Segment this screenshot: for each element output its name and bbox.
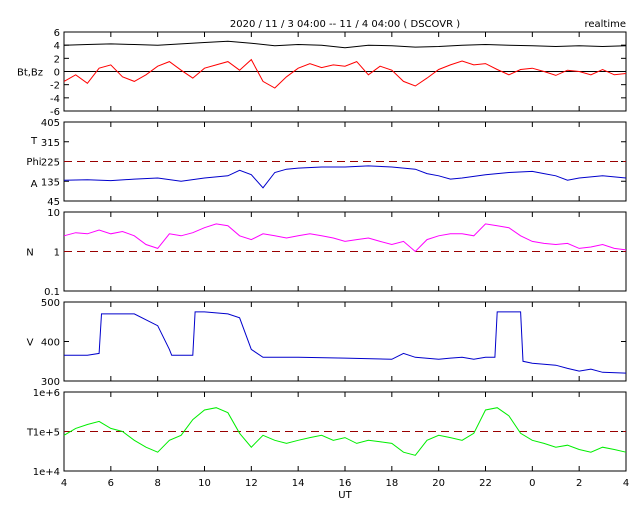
realtime-label: realtime xyxy=(584,19,626,30)
panel-field-angle: 405 315 225 135 45 T Phi A xyxy=(26,118,627,208)
y-tick-label: -4 xyxy=(50,94,60,105)
y-tick-label: 0.1 xyxy=(44,287,60,298)
x-tick-label: 20 xyxy=(432,478,445,489)
y-tick-label: 225 xyxy=(41,158,60,169)
y-axis-label: T xyxy=(26,428,34,439)
y-tick-label: 4 xyxy=(54,41,60,52)
y-tick-label: 500 xyxy=(41,298,60,309)
x-tick-label: 18 xyxy=(385,478,398,489)
x-axis-label: UT xyxy=(338,490,352,501)
y-tick-label: -6 xyxy=(50,107,60,118)
y-tick-label: 300 xyxy=(41,377,60,388)
series-line xyxy=(63,165,627,189)
x-tick-label: 4 xyxy=(61,478,67,489)
y-tick-label: 1e+6 xyxy=(33,388,60,399)
y-tick-label: 405 xyxy=(41,118,60,129)
y-tick-label: 315 xyxy=(41,138,60,149)
series-line xyxy=(63,40,627,49)
y-axis-label: T xyxy=(30,136,38,147)
x-tick-label: 4 xyxy=(623,478,629,489)
panel-magnetic-field: 6 4 2 0 -2 -4 -6 Bt,Bz xyxy=(17,28,627,118)
y-tick-label: 2 xyxy=(54,54,60,65)
y-tick-label: 1e+4 xyxy=(33,467,60,478)
x-axis: 4 6 8 10 12 14 16 18 20 22 0 2 4 xyxy=(61,478,629,489)
series-line xyxy=(63,58,627,89)
x-tick-label: 2 xyxy=(576,478,582,489)
y-tick-label: 1e+5 xyxy=(33,428,60,439)
series-line xyxy=(63,407,627,456)
x-tick-label: 16 xyxy=(339,478,352,489)
series-line xyxy=(64,311,627,374)
x-tick-label: 10 xyxy=(198,478,211,489)
series-line xyxy=(63,223,627,253)
panels: 6 4 2 0 -2 -4 -6 Bt,Bz 405 315 225 135 45 T Phi A 10 1 0.1… xyxy=(17,28,627,478)
y-axis-label: Phi xyxy=(26,157,41,168)
y-axis-label: Bt,Bz xyxy=(17,68,43,79)
y-axis-label: A xyxy=(31,179,38,190)
x-tick-label: 6 xyxy=(108,478,114,489)
y-tick-label: 0 xyxy=(54,68,60,79)
panel-velocity: 500 400 300 V xyxy=(27,298,627,388)
panel-density: 10 1 0.1 N xyxy=(26,208,627,298)
x-tick-label: 12 xyxy=(245,478,258,489)
x-tick-label: 0 xyxy=(529,478,535,489)
y-tick-label: 135 xyxy=(41,177,60,188)
y-tick-label: 400 xyxy=(41,338,60,349)
chart-title: 2020 / 11 / 3 04:00 -- 11 / 4 04:00 ( DS… xyxy=(230,19,460,30)
y-tick-label: 1 xyxy=(54,248,60,259)
y-tick-label: 6 xyxy=(54,28,60,39)
y-tick-label: -2 xyxy=(50,81,60,92)
panel-temperature: 1e+6 1e+5 1e+4 T xyxy=(26,388,627,478)
x-tick-label: 14 xyxy=(292,478,305,489)
x-tick-label: 22 xyxy=(479,478,492,489)
y-tick-label: 10 xyxy=(47,208,60,219)
panel-frame xyxy=(63,301,627,382)
y-axis-label: V xyxy=(27,338,34,349)
x-tick-label: 8 xyxy=(154,478,160,489)
y-tick-label: 45 xyxy=(47,197,60,208)
y-axis-label: N xyxy=(26,248,33,259)
